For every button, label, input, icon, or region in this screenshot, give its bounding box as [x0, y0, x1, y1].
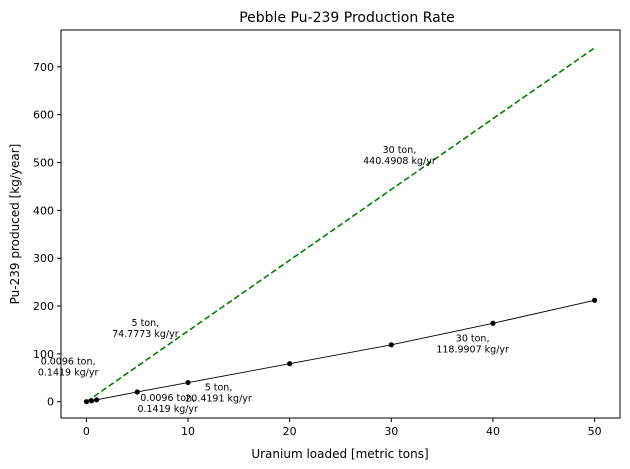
y-axis-label: Pu-239 produced [kg/year] — [8, 144, 22, 305]
annotation-line: 5 ton, — [205, 383, 233, 394]
annotation-label: 0.0096 ton, 0.1419 kg/yr — [137, 393, 198, 415]
data-point — [83, 399, 90, 405]
annotation-line: 20.4191 kg/yr — [185, 394, 252, 405]
series-line-solid — [86, 299, 595, 403]
annotation-label: 5 ton, 74.7773 kg/yr — [112, 318, 179, 340]
y-tick-label: 700 — [33, 61, 54, 74]
annotation-line: 74.7773 kg/yr — [112, 329, 179, 340]
x-tick-label: 0 — [83, 425, 90, 438]
annotation-line: 0.1419 kg/yr — [38, 367, 99, 378]
y-tick-label: 600 — [33, 109, 54, 122]
data-point — [134, 389, 140, 395]
annotation-label: 30 ton, 440.4908 kg/yr — [363, 145, 436, 167]
x-tick-label: 40 — [486, 425, 500, 438]
data-point — [388, 342, 394, 348]
plot-area: 0.0096 ton, 0.1419 kg/yr5 ton, 74.7773 kg/… — [38, 47, 598, 415]
annotation-line: 440.4908 kg/yr — [363, 156, 436, 167]
x-tick-label: 50 — [588, 425, 602, 438]
data-point — [490, 320, 496, 326]
y-tick-label: 0 — [47, 396, 54, 409]
annotation-line: 30 ton, — [456, 333, 490, 344]
annotation-label: 0.0096 ton, 0.1419 kg/yr — [38, 356, 99, 378]
annotation-label: 5 ton, 20.4191 kg/yr — [185, 383, 252, 405]
y-tick-label: 100 — [33, 348, 54, 361]
x-axis: 0 10 20 30 40 50 — [83, 418, 602, 438]
series-line-dashed — [86, 47, 596, 403]
x-axis-label: Uranium loaded [metric tons] — [251, 447, 428, 461]
y-axis: 0 100 200 300 400 500 600 700 — [33, 61, 61, 409]
y-tick-label: 500 — [33, 157, 54, 170]
data-point — [287, 361, 293, 367]
annotation-line: 0.1419 kg/yr — [137, 404, 198, 415]
x-tick-label: 10 — [181, 425, 195, 438]
x-tick-label: 20 — [283, 425, 297, 438]
plot-frame — [60, 29, 621, 419]
data-point — [591, 297, 598, 303]
x-tick-label: 30 — [384, 425, 398, 438]
data-point — [93, 397, 100, 403]
y-tick-label: 300 — [33, 252, 54, 265]
annotation-line: 118.9907 kg/yr — [436, 344, 509, 355]
chart-title: Pebble Pu-239 Production Rate — [239, 10, 455, 26]
annotation-label: 30 ton, 118.9907 kg/yr — [436, 333, 509, 355]
y-tick-label: 400 — [33, 204, 54, 217]
annotation-line: 0.0096 ton, — [41, 356, 96, 367]
annotation-line: 30 ton, — [383, 145, 417, 156]
data-point — [88, 398, 95, 404]
data-point — [185, 379, 191, 386]
y-tick-label: 200 — [33, 300, 54, 313]
annotation-line: 5 ton, — [132, 318, 160, 329]
annotation-line: 0.0096 ton, — [140, 393, 195, 404]
